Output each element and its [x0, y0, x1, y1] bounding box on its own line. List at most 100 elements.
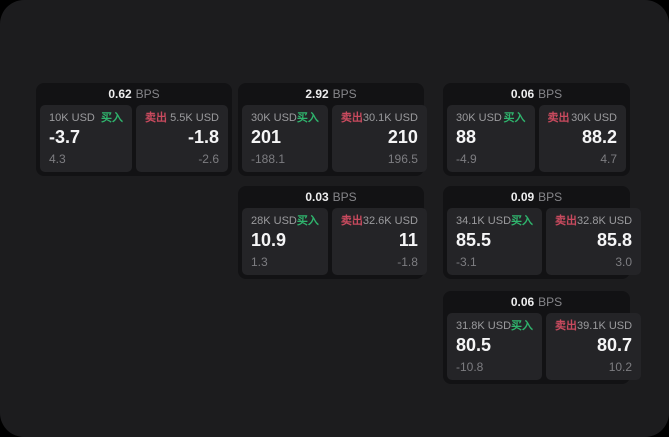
- bps-unit-label: BPS: [538, 87, 563, 101]
- buy-side-label: 买入: [101, 112, 123, 124]
- quote-card-body: 28K USD 买入 10.9 1.3 卖出 32.6K USD 11 -1.8: [242, 208, 427, 275]
- buy-panel-header: 31.8K USD 买入: [456, 320, 533, 333]
- buy-price: 80.5: [456, 335, 492, 355]
- sell-panel[interactable]: 卖出 32.8K USD 85.8 3.0: [546, 208, 642, 275]
- bps-header: 0.03 BPS: [242, 186, 420, 208]
- buy-price: 201: [251, 127, 282, 147]
- sell-price: 11: [398, 230, 418, 250]
- bps-value: 0.06: [510, 295, 535, 309]
- buy-side-label: 买入: [511, 215, 534, 227]
- sell-amount: 30.1K USD: [362, 112, 418, 124]
- sell-price: 80.7: [597, 335, 633, 355]
- bps-header: 0.06 BPS: [447, 291, 626, 313]
- quote-card-body: 30K USD 买入 88 -4.9 卖出 30K USD 88.2 4.7: [447, 105, 626, 172]
- quote-card-5: 0.09 BPS 34.1K USD 买入 85.5 -3.1 卖出 32.8K…: [443, 186, 642, 279]
- sell-panel-header: 卖出 39.1K USD: [555, 320, 632, 333]
- bps-unit-label: BPS: [332, 190, 357, 204]
- quote-card-3: 0.06 BPS 30K USD 买入 88 -4.9 卖出 30K USD 8…: [443, 83, 630, 176]
- sell-delta: -2.6: [198, 152, 219, 166]
- sell-side-label: 卖出: [555, 215, 578, 227]
- sell-delta: 10.2: [608, 360, 633, 374]
- bps-unit-label: BPS: [538, 295, 563, 309]
- buy-delta: 1.3: [251, 255, 268, 269]
- bps-header: 0.06 BPS: [447, 83, 626, 105]
- bps-value: 0.03: [305, 190, 329, 204]
- sell-amount: 32.6K USD: [362, 215, 418, 227]
- buy-panel[interactable]: 10K USD 买入 -3.7 4.3: [40, 105, 132, 172]
- sell-panel-header: 卖出 30.1K USD: [341, 112, 418, 125]
- buy-delta: 4.3: [49, 152, 66, 166]
- buy-delta: -188.1: [251, 152, 286, 166]
- sell-amount: 5.5K USD: [170, 112, 219, 124]
- sell-amount: 32.8K USD: [577, 215, 633, 227]
- sell-panel[interactable]: 卖出 39.1K USD 80.7 10.2: [546, 313, 642, 380]
- quote-card-2: 2.92 BPS 30K USD 买入 201 -188.1 卖出 30.1K …: [238, 83, 427, 176]
- sell-delta: 196.5: [387, 152, 418, 166]
- sell-delta: -1.8: [397, 255, 418, 269]
- buy-price: 85.5: [456, 230, 492, 250]
- buy-side-label: 买入: [296, 215, 319, 227]
- buy-panel-header: 34.1K USD 买入: [456, 215, 533, 228]
- sell-panel-header: 卖出 32.8K USD: [555, 215, 632, 228]
- sell-amount: 30K USD: [571, 112, 617, 124]
- sell-side-label: 卖出: [340, 112, 363, 124]
- sell-delta: 4.7: [600, 152, 617, 166]
- sell-panel[interactable]: 卖出 32.6K USD 11 -1.8: [331, 208, 427, 275]
- buy-panel-header: 30K USD 买入: [251, 112, 319, 125]
- buy-price: 10.9: [251, 230, 287, 250]
- sell-price: 88.2: [581, 127, 617, 147]
- sell-panel-header: 卖出 5.5K USD: [145, 112, 219, 125]
- sell-side-label: 卖出: [340, 215, 363, 227]
- sell-delta: 3.0: [615, 255, 633, 269]
- buy-amount: 28K USD: [251, 215, 297, 227]
- bps-unit-label: BPS: [135, 87, 160, 101]
- buy-delta: -10.8: [456, 360, 484, 374]
- buy-delta: -4.9: [456, 152, 477, 166]
- buy-panel-header: 10K USD 买入: [49, 112, 123, 125]
- bps-value: 0.09: [510, 190, 535, 204]
- buy-panel[interactable]: 30K USD 买入 201 -188.1: [242, 105, 328, 172]
- sell-side-label: 卖出: [547, 112, 570, 124]
- buy-delta: -3.1: [456, 255, 477, 269]
- buy-panel[interactable]: 31.8K USD 买入 80.5 -10.8: [447, 313, 543, 380]
- quote-card-body: 31.8K USD 买入 80.5 -10.8 卖出 39.1K USD 80.…: [447, 313, 642, 380]
- buy-side-label: 买入: [296, 112, 319, 124]
- buy-amount: 30K USD: [251, 112, 297, 124]
- quote-card-body: 34.1K USD 买入 85.5 -3.1 卖出 32.8K USD 85.8…: [447, 208, 642, 275]
- sell-panel[interactable]: 卖出 30.1K USD 210 196.5: [331, 105, 427, 172]
- buy-side-label: 买入: [503, 112, 526, 124]
- bps-header: 0.09 BPS: [447, 186, 626, 208]
- sell-panel-header: 卖出 32.6K USD: [341, 215, 418, 228]
- quote-card-body: 10K USD 买入 -3.7 4.3 卖出 5.5K USD -1.8 -2.…: [40, 105, 228, 172]
- buy-side-label: 买入: [511, 320, 534, 332]
- quote-card-body: 30K USD 买入 201 -188.1 卖出 30.1K USD 210 1…: [242, 105, 427, 172]
- buy-panel[interactable]: 34.1K USD 买入 85.5 -3.1: [447, 208, 543, 275]
- sell-amount: 39.1K USD: [577, 320, 633, 332]
- bps-unit-label: BPS: [332, 87, 357, 101]
- bps-value: 0.62: [108, 87, 132, 101]
- bps-header: 0.62 BPS: [40, 83, 228, 105]
- bps-value: 2.92: [305, 87, 329, 101]
- sell-price: 85.8: [597, 230, 633, 250]
- sell-panel-header: 卖出 30K USD: [548, 112, 618, 125]
- quote-card-1: 0.62 BPS 10K USD 买入 -3.7 4.3 卖出 5.5K USD…: [36, 83, 232, 176]
- buy-amount: 10K USD: [49, 112, 95, 124]
- sell-panel[interactable]: 卖出 30K USD 88.2 4.7: [538, 105, 626, 172]
- buy-amount: 31.8K USD: [456, 320, 512, 332]
- buy-amount: 30K USD: [456, 112, 502, 124]
- buy-panel-header: 30K USD 买入: [456, 112, 526, 125]
- buy-panel-header: 28K USD 买入: [251, 215, 319, 228]
- buy-amount: 34.1K USD: [456, 215, 512, 227]
- sell-panel[interactable]: 卖出 5.5K USD -1.8 -2.6: [136, 105, 228, 172]
- buy-panel[interactable]: 30K USD 买入 88 -4.9: [447, 105, 535, 172]
- buy-price: -3.7: [49, 127, 81, 147]
- sell-price: -1.8: [187, 127, 219, 147]
- quote-card-6: 0.06 BPS 31.8K USD 买入 80.5 -10.8 卖出 39.1…: [443, 291, 642, 384]
- bps-header: 2.92 BPS: [242, 83, 420, 105]
- bps-unit-label: BPS: [538, 190, 563, 204]
- sell-side-label: 卖出: [555, 320, 578, 332]
- buy-panel[interactable]: 28K USD 买入 10.9 1.3: [242, 208, 328, 275]
- bps-value: 0.06: [510, 87, 535, 101]
- quote-card-4: 0.03 BPS 28K USD 买入 10.9 1.3 卖出 32.6K US…: [238, 186, 427, 279]
